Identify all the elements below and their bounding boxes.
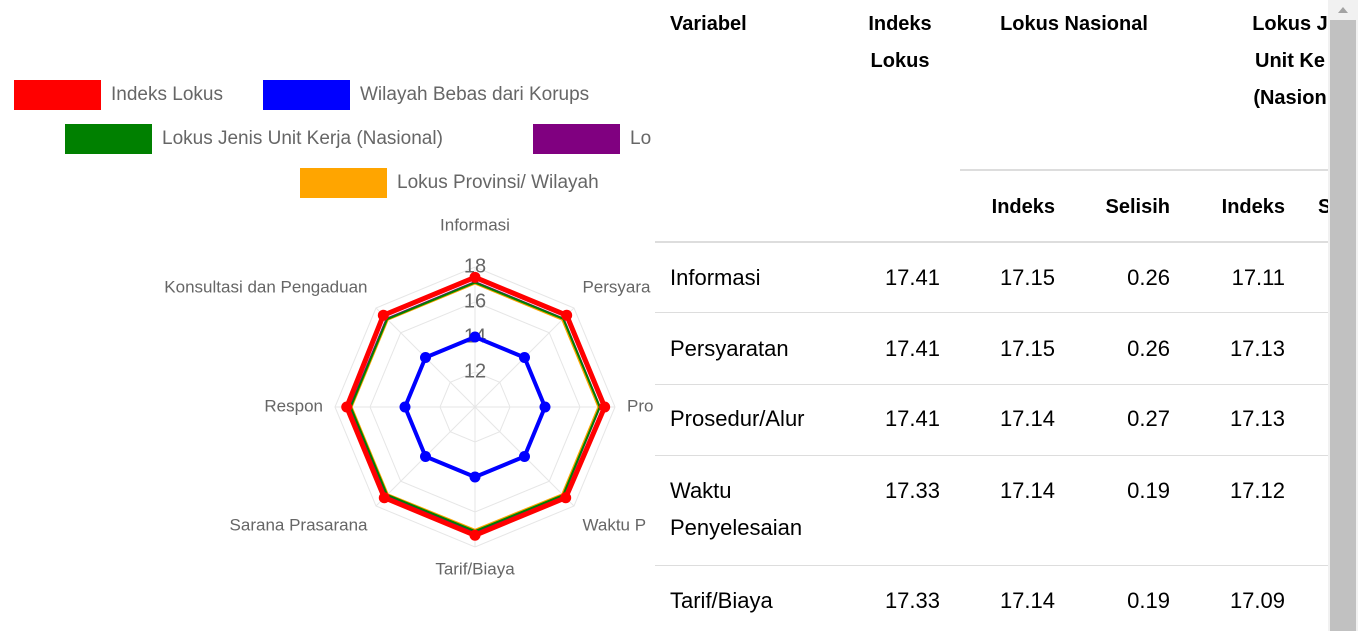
cell: 17.13: [1229, 406, 1285, 431]
row-label: Persyaratan: [670, 336, 789, 361]
series-point: [469, 471, 481, 483]
row-label: Waktu Penyelesaian: [670, 478, 803, 540]
cell: 0.26: [1127, 265, 1170, 290]
legend-label: Indeks Lokus: [111, 84, 223, 105]
header-cell: Unit Ke: [1255, 50, 1325, 72]
series-point: [518, 352, 530, 364]
grid-ring: [439, 371, 511, 443]
category-label: Respon: [264, 396, 323, 415]
legend-label: Lokus Jenis Unit Kerja (Nasional): [162, 128, 443, 149]
cell: 17.14: [999, 406, 1055, 431]
category-label: Waktu P: [582, 515, 646, 534]
series-point: [378, 492, 390, 504]
category-label: Sarana Prasarana: [230, 515, 369, 534]
series-point: [599, 401, 611, 413]
series-point: [469, 271, 481, 283]
subheader-cell: Indeks: [991, 196, 1055, 218]
header-cell: Lokus J: [1252, 13, 1328, 35]
cell: 17.11: [1231, 265, 1285, 290]
subheader-cell: S: [1318, 196, 1328, 218]
scroll-up-arrow[interactable]: [1328, 0, 1358, 20]
category-label: Persyara: [582, 278, 651, 297]
legend-label: Wilayah Bebas dari Korups: [360, 84, 589, 105]
category-label: Pro: [627, 396, 653, 415]
legend-swatch: [65, 124, 152, 154]
row-label: Prosedur/Alur: [670, 406, 805, 431]
header-cell: Variabel: [670, 13, 747, 35]
category-label: Informasi: [440, 215, 510, 234]
series-point: [539, 401, 551, 413]
legend-swatch: [263, 80, 350, 110]
row-divider: [655, 565, 1328, 566]
tick-label: 16: [464, 290, 486, 312]
cell: 17.14: [999, 478, 1055, 503]
cell: 17.33: [884, 588, 940, 613]
series-point: [399, 401, 411, 413]
cell: 0.27: [1127, 406, 1170, 431]
legend-swatch: [300, 168, 387, 198]
cell: 17.15: [999, 265, 1055, 290]
row-label: Tarif/Biaya: [670, 588, 773, 613]
cell: 17.33: [884, 478, 940, 503]
cell: 17.41: [884, 265, 940, 290]
cell: 17.09: [1229, 588, 1285, 613]
subheader-cell: Indeks: [1221, 196, 1285, 218]
cell: 17.13: [1229, 336, 1285, 361]
row-divider: [655, 312, 1328, 313]
series-point: [377, 309, 389, 321]
subheader-cell: Selisih: [1105, 196, 1170, 218]
cell: 17.41: [884, 406, 940, 431]
grid-ring: [334, 266, 616, 548]
scrollbar-thumb[interactable]: [1330, 20, 1356, 631]
cell: 17.12: [1229, 478, 1285, 503]
header-cell: Indeks Lokus: [868, 13, 932, 72]
series-point: [560, 492, 572, 504]
tick-label: 12: [464, 360, 486, 382]
cell: 17.41: [884, 336, 940, 361]
cell: 0.19: [1127, 588, 1170, 613]
grid-ring: [369, 301, 581, 513]
series-point: [341, 401, 353, 413]
series-point: [518, 450, 530, 462]
series-point: [420, 352, 432, 364]
header-divider: [960, 169, 1328, 171]
cell: 17.14: [999, 588, 1055, 613]
cell: 0.19: [1127, 478, 1170, 503]
cell: 17.15: [999, 336, 1055, 361]
radar-chart: Lokus Provinsi/ Wilayah Lo Lokus Jenis Uni…: [14, 80, 653, 578]
legend-label: Lokus Provinsi/ Wilayah: [397, 172, 599, 193]
header-cell: (Nasion: [1253, 87, 1327, 109]
header-divider: [655, 241, 1328, 243]
series-point: [561, 309, 573, 321]
row-divider: [655, 455, 1328, 456]
legend-swatch: [14, 80, 101, 110]
series-point: [469, 529, 481, 541]
series-point: [469, 331, 481, 343]
tick-label: 18: [464, 255, 486, 277]
cell: 0.26: [1127, 336, 1170, 361]
series-point: [420, 450, 432, 462]
row-divider: [655, 384, 1328, 385]
category-label: Konsultasi dan Pengaduan: [164, 278, 367, 297]
legend-label: Lo: [630, 128, 651, 149]
category-label: Tarif/Biaya: [435, 559, 515, 578]
header-cell: Lokus Nasional: [1000, 13, 1148, 35]
legend-swatch: [533, 124, 620, 154]
row-label: Informasi: [670, 265, 761, 290]
table-panel: Variabel Indeks Lokus Lokus Nasional Lokus …: [655, 0, 1328, 631]
